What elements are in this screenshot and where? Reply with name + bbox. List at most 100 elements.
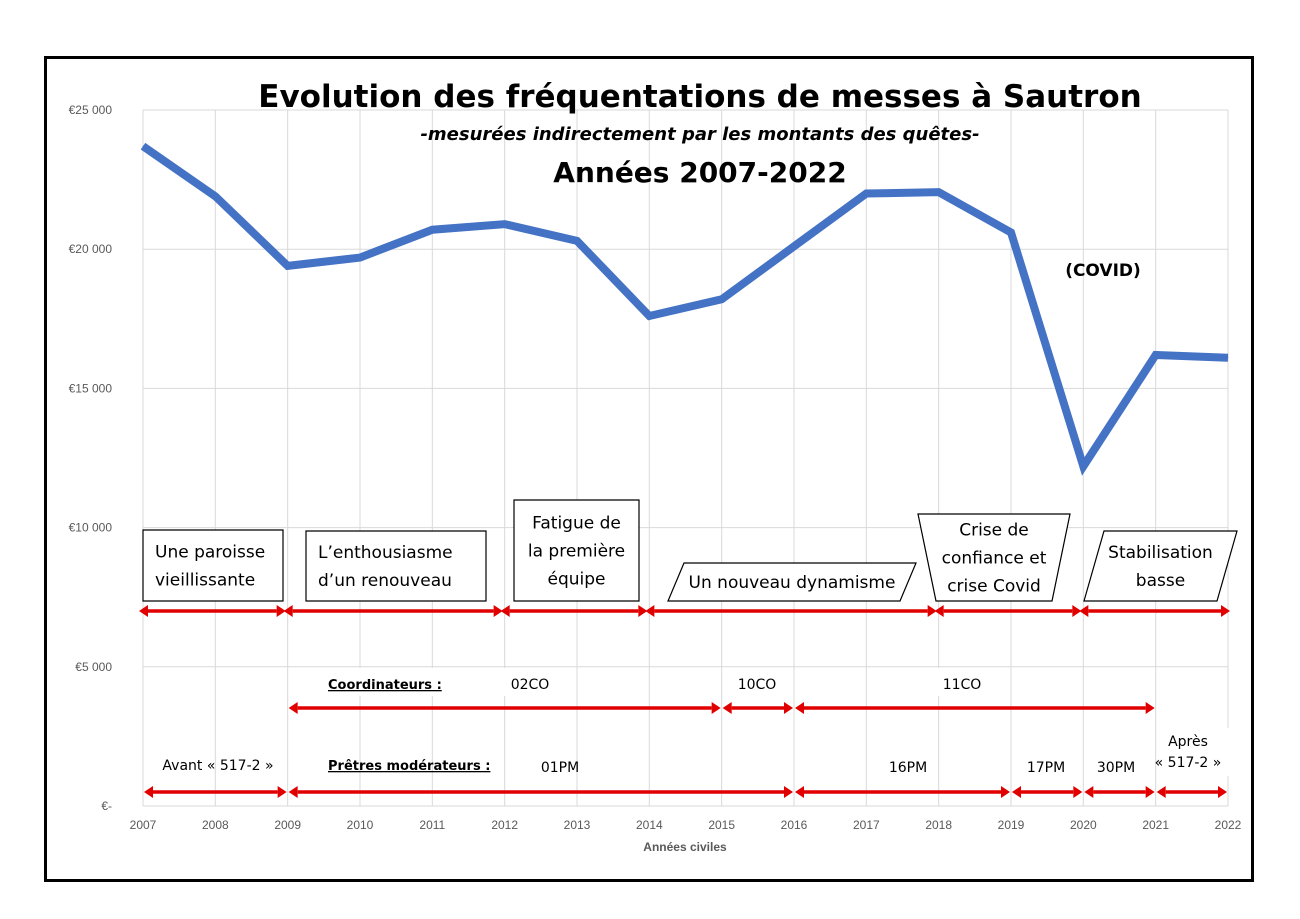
phase-label: Un nouveau dynamisme — [689, 573, 896, 593]
arrow-head-right — [1001, 786, 1010, 798]
x-tick-label: 2020 — [1070, 818, 1097, 832]
label-background — [1158, 728, 1230, 776]
phase-label: Stabilisation — [1108, 543, 1213, 563]
phase-label: d’un renouveau — [318, 571, 452, 591]
arrow-head-left — [139, 605, 148, 617]
period-arrow — [288, 786, 793, 798]
x-tick-label: 2022 — [1215, 818, 1242, 832]
label-background — [318, 668, 466, 696]
period-arrow — [795, 786, 1010, 798]
data-point — [431, 229, 433, 231]
pretre-code: 30PM — [1097, 760, 1135, 776]
x-tick-label: 2021 — [1142, 818, 1169, 832]
arrow-head-left — [283, 605, 293, 617]
data-point — [504, 223, 506, 225]
arrow-head-right — [1072, 605, 1082, 617]
arrow-head-right — [1221, 605, 1230, 617]
arrow-head-right — [1073, 786, 1083, 798]
data-point — [142, 145, 144, 147]
arrow-head-right — [277, 786, 287, 798]
data-point — [721, 298, 723, 300]
phase-label: L’enthousiasme — [318, 543, 453, 563]
y-tick-label: €5 000 — [75, 660, 112, 674]
arrow-head-right — [927, 605, 937, 617]
chart-frame — [44, 56, 1254, 882]
after-517-label: Après — [1168, 734, 1208, 750]
arrow-head-right — [711, 702, 721, 714]
data-point — [359, 257, 361, 259]
coordinateur-code: 02CO — [511, 677, 550, 693]
data-series — [140, 142, 1229, 476]
pretre-code: 01PM — [541, 760, 579, 776]
y-tick-label: €10 000 — [69, 521, 113, 535]
period-arrow — [645, 605, 937, 617]
after-517-label: « 517-2 » — [1155, 755, 1222, 771]
arrow-head-right — [784, 702, 793, 714]
phase-label: Une paroisse — [155, 543, 265, 563]
arrow-head-right — [784, 786, 793, 798]
annotations: Une paroisse vieillissante L’enthousiasme d… — [139, 499, 1238, 798]
period-arrow — [1156, 786, 1227, 798]
phase-box — [305, 530, 487, 602]
pretre-code: 17PM — [1027, 760, 1065, 776]
data-point — [1227, 357, 1229, 359]
arrow-head-left — [144, 786, 153, 798]
data-point — [1010, 231, 1012, 233]
x-tick-label: 2016 — [781, 818, 808, 832]
arrow-head-right — [493, 605, 503, 617]
covid-annotation: (COVID) — [1065, 261, 1141, 281]
arrow-head-right — [1145, 786, 1155, 798]
x-tick-label: 2009 — [274, 818, 301, 832]
phase-box — [1083, 530, 1238, 602]
period-arrow — [139, 605, 286, 617]
y-tick-label: €- — [101, 799, 112, 813]
data-point — [648, 315, 650, 317]
phase-box — [513, 499, 640, 602]
x-axis-label: Années civiles — [643, 840, 727, 854]
period-arrow — [288, 702, 721, 714]
arrow-head-right — [276, 605, 286, 617]
x-tick-label: 2012 — [491, 818, 518, 832]
phase-label: basse — [1136, 571, 1185, 591]
data-point — [287, 265, 289, 267]
period-arrow — [1012, 786, 1083, 798]
data-point — [865, 193, 867, 195]
x-axis-ticks: 2007 2008 2009 2010 2011 2012 2013 2014 2015 2016… — [130, 818, 1242, 832]
data-point — [938, 191, 940, 193]
gridlines — [142, 109, 1229, 807]
phase-box — [142, 529, 284, 602]
x-tick-label: 2018 — [925, 818, 952, 832]
data-point — [576, 240, 578, 242]
x-tick-label: 2013 — [564, 818, 591, 832]
coordinateur-code: 11CO — [943, 677, 982, 693]
period-arrow — [500, 605, 648, 617]
data-point — [793, 245, 795, 247]
arrow-head-left — [1079, 605, 1089, 617]
period-arrow — [795, 702, 1155, 714]
coordinateur-code: 10CO — [738, 677, 777, 693]
y-axis-ticks: €- €5 000 €10 000 €15 000 €20 000 €25 000 — [69, 103, 113, 813]
x-tick-label: 2007 — [130, 818, 157, 832]
label-background — [502, 668, 558, 696]
chart-subtitle-years: Années 2007-2022 — [553, 156, 846, 189]
x-tick-label: 2017 — [853, 818, 880, 832]
period-arrow — [283, 605, 503, 617]
arrow-head-left — [795, 702, 804, 714]
arrow-head-left — [1156, 786, 1166, 798]
phase-label: vieillissante — [155, 571, 255, 591]
arrow-head-left — [645, 605, 655, 617]
arrow-head-left — [934, 605, 944, 617]
label-background — [934, 668, 990, 696]
arrow-head-right — [638, 605, 648, 617]
y-tick-label: €25 000 — [69, 103, 113, 117]
arrow-head-left — [500, 605, 510, 617]
phase-box — [667, 562, 917, 602]
phase-label: confiance et — [942, 549, 1047, 569]
x-tick-label: 2015 — [708, 818, 735, 832]
chart-subtitle: -mesurées indirectement par les montants… — [420, 124, 979, 145]
data-point — [1082, 465, 1084, 467]
data-point — [1155, 354, 1157, 356]
y-tick-label: €20 000 — [69, 242, 113, 256]
period-arrow — [1084, 786, 1155, 798]
label-background — [729, 668, 785, 696]
